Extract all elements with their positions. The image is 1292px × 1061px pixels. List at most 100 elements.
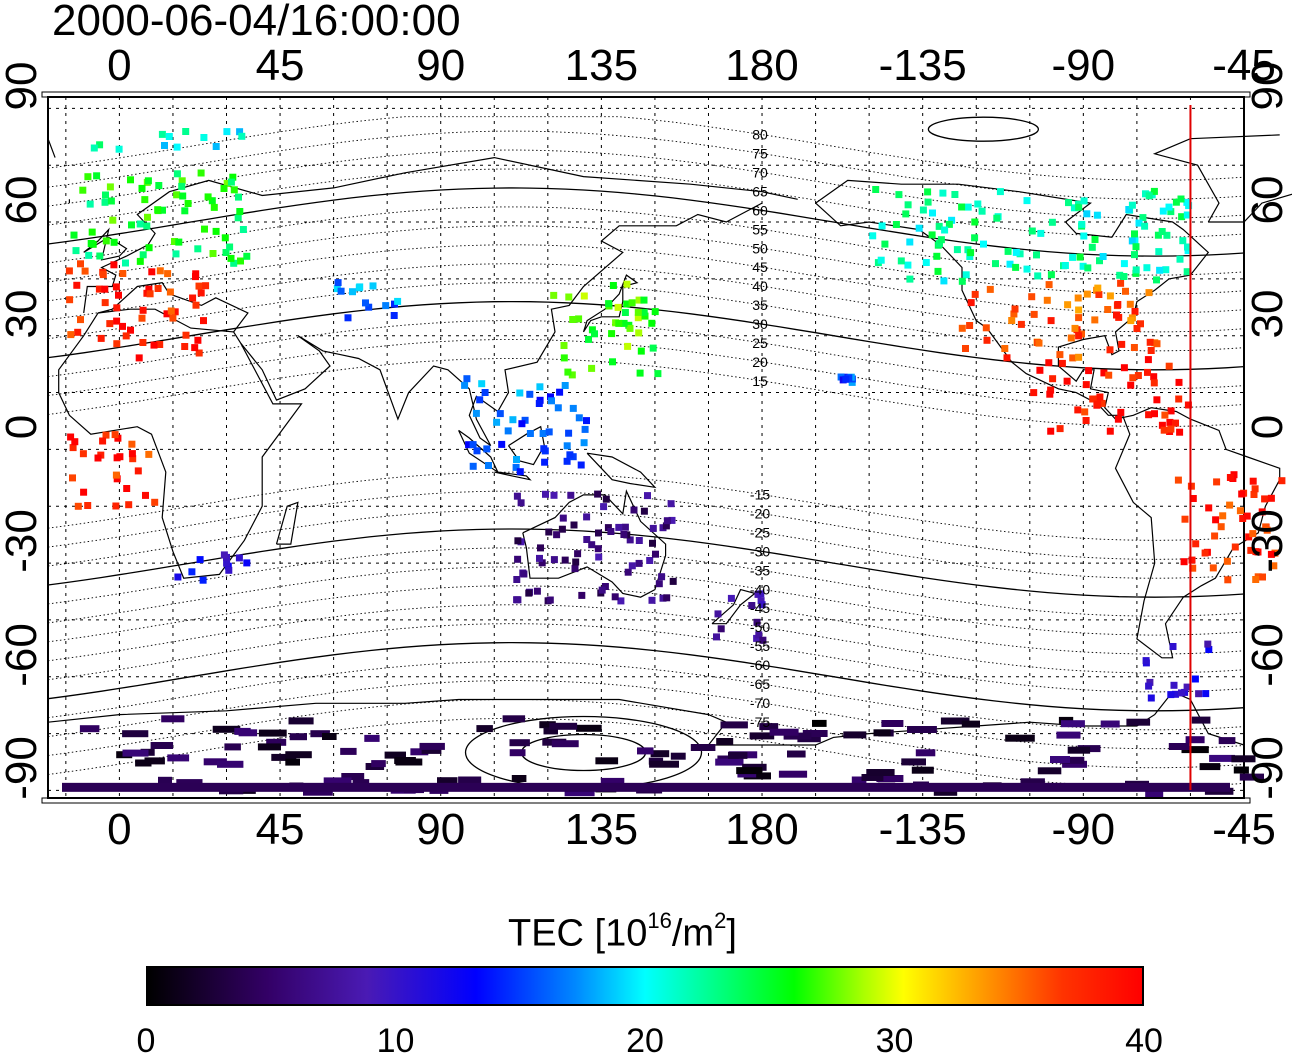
tec-cell	[74, 502, 82, 510]
tec-cell	[289, 733, 307, 741]
colorbar-tick-label: 0	[136, 1022, 156, 1060]
tec-cell	[1094, 400, 1102, 408]
tec-cell	[67, 331, 75, 339]
contour-label: 25	[752, 335, 768, 351]
tec-cell	[749, 732, 775, 740]
tec-cell	[1045, 359, 1053, 367]
tec-cell	[550, 556, 558, 564]
tec-cell	[135, 759, 152, 767]
tec-cell	[1258, 508, 1266, 516]
tec-cell	[1047, 317, 1055, 325]
tec-cell	[178, 177, 186, 185]
tec-cell	[1201, 549, 1209, 557]
tec-cell	[1267, 494, 1275, 502]
coastline	[275, 501, 299, 545]
tec-cell	[509, 739, 530, 747]
tec-cell	[113, 317, 121, 325]
tec-cell	[1161, 411, 1169, 419]
coastline	[458, 429, 500, 474]
tec-cell	[624, 568, 632, 576]
contour-label: -60	[750, 657, 770, 673]
tec-cell	[257, 743, 281, 751]
tec-cell	[526, 430, 534, 437]
lon-tick-bottom: 90	[416, 805, 466, 854]
magnetic-contour	[47, 130, 1245, 200]
tec-cell	[778, 770, 808, 778]
tec-cell	[635, 296, 643, 304]
tec-cell	[1047, 427, 1055, 435]
tec-cell	[569, 404, 577, 412]
tec-cell	[543, 727, 558, 735]
contour-label: 55	[752, 221, 768, 237]
tec-cell	[713, 633, 720, 641]
tec-cell	[1061, 720, 1085, 728]
tec-cell	[122, 332, 130, 340]
tec-cell	[266, 738, 287, 746]
coastline	[47, 691, 1245, 746]
lat-tick-right: -90	[1243, 736, 1292, 801]
tec-cell	[227, 178, 235, 186]
tec-cell	[1011, 305, 1019, 313]
tec-cell	[229, 173, 237, 181]
tec-cell	[113, 304, 121, 312]
tec-cell	[122, 730, 149, 738]
tec-cell	[151, 498, 159, 506]
magnetic-contour	[47, 641, 1245, 712]
tec-cell	[537, 544, 544, 552]
tec-cell	[145, 285, 153, 293]
magnetic-contour	[47, 509, 1245, 579]
tec-cell	[178, 182, 186, 190]
tec-cell	[617, 597, 625, 605]
tec-cell	[758, 601, 766, 609]
tec-cell	[333, 285, 341, 293]
tec-cell	[138, 184, 146, 192]
tec-cell	[243, 559, 251, 567]
tec-cell	[1129, 374, 1137, 382]
tec-cell	[1153, 396, 1161, 404]
tec-cell	[285, 751, 312, 759]
tec-cell	[1049, 375, 1057, 383]
tec-cell	[615, 319, 623, 327]
colorbar-tick-label: 30	[875, 1022, 914, 1060]
tec-cell	[212, 227, 220, 235]
tec-cell	[958, 277, 966, 285]
tec-cell	[1067, 334, 1075, 342]
tec-cell	[621, 309, 629, 316]
tec-cell	[122, 259, 129, 267]
tec-cell	[615, 523, 623, 531]
tec-cell	[953, 246, 961, 254]
tec-cell	[62, 782, 1230, 792]
tec-cell	[1154, 231, 1162, 239]
tec-cell	[174, 573, 182, 581]
contour-label: -25	[750, 525, 770, 541]
tec-cell	[1249, 477, 1257, 485]
tec-cell	[85, 251, 93, 259]
tec-cell	[971, 234, 979, 242]
tec-cell	[208, 197, 216, 205]
tec-cell	[996, 188, 1004, 196]
tec-cell	[1183, 268, 1191, 276]
tec-cell	[1061, 262, 1069, 269]
tec-cell	[928, 231, 936, 239]
tec-cell	[1117, 408, 1125, 416]
tec-cell	[1069, 253, 1077, 261]
tec-cell	[743, 772, 771, 780]
magnetic-contour	[47, 339, 1245, 409]
tec-cell	[310, 730, 330, 738]
tec-cell	[1001, 345, 1009, 352]
magnetic-contour	[47, 149, 1245, 219]
tec-cell	[993, 214, 1001, 222]
tec-cell	[94, 454, 102, 462]
tec-cell	[545, 428, 553, 436]
tec-cell	[1075, 332, 1083, 340]
tec-cell	[561, 382, 569, 389]
tec-cell	[96, 252, 104, 260]
tec-cell	[1010, 310, 1018, 318]
tec-cell	[655, 580, 663, 588]
tec-cell	[1163, 231, 1171, 239]
tec-cell	[1146, 338, 1154, 346]
tec-cell	[556, 388, 564, 396]
tec-cell	[1213, 478, 1221, 486]
tec-cell	[1100, 720, 1120, 728]
magnetic-contour	[47, 661, 1245, 731]
